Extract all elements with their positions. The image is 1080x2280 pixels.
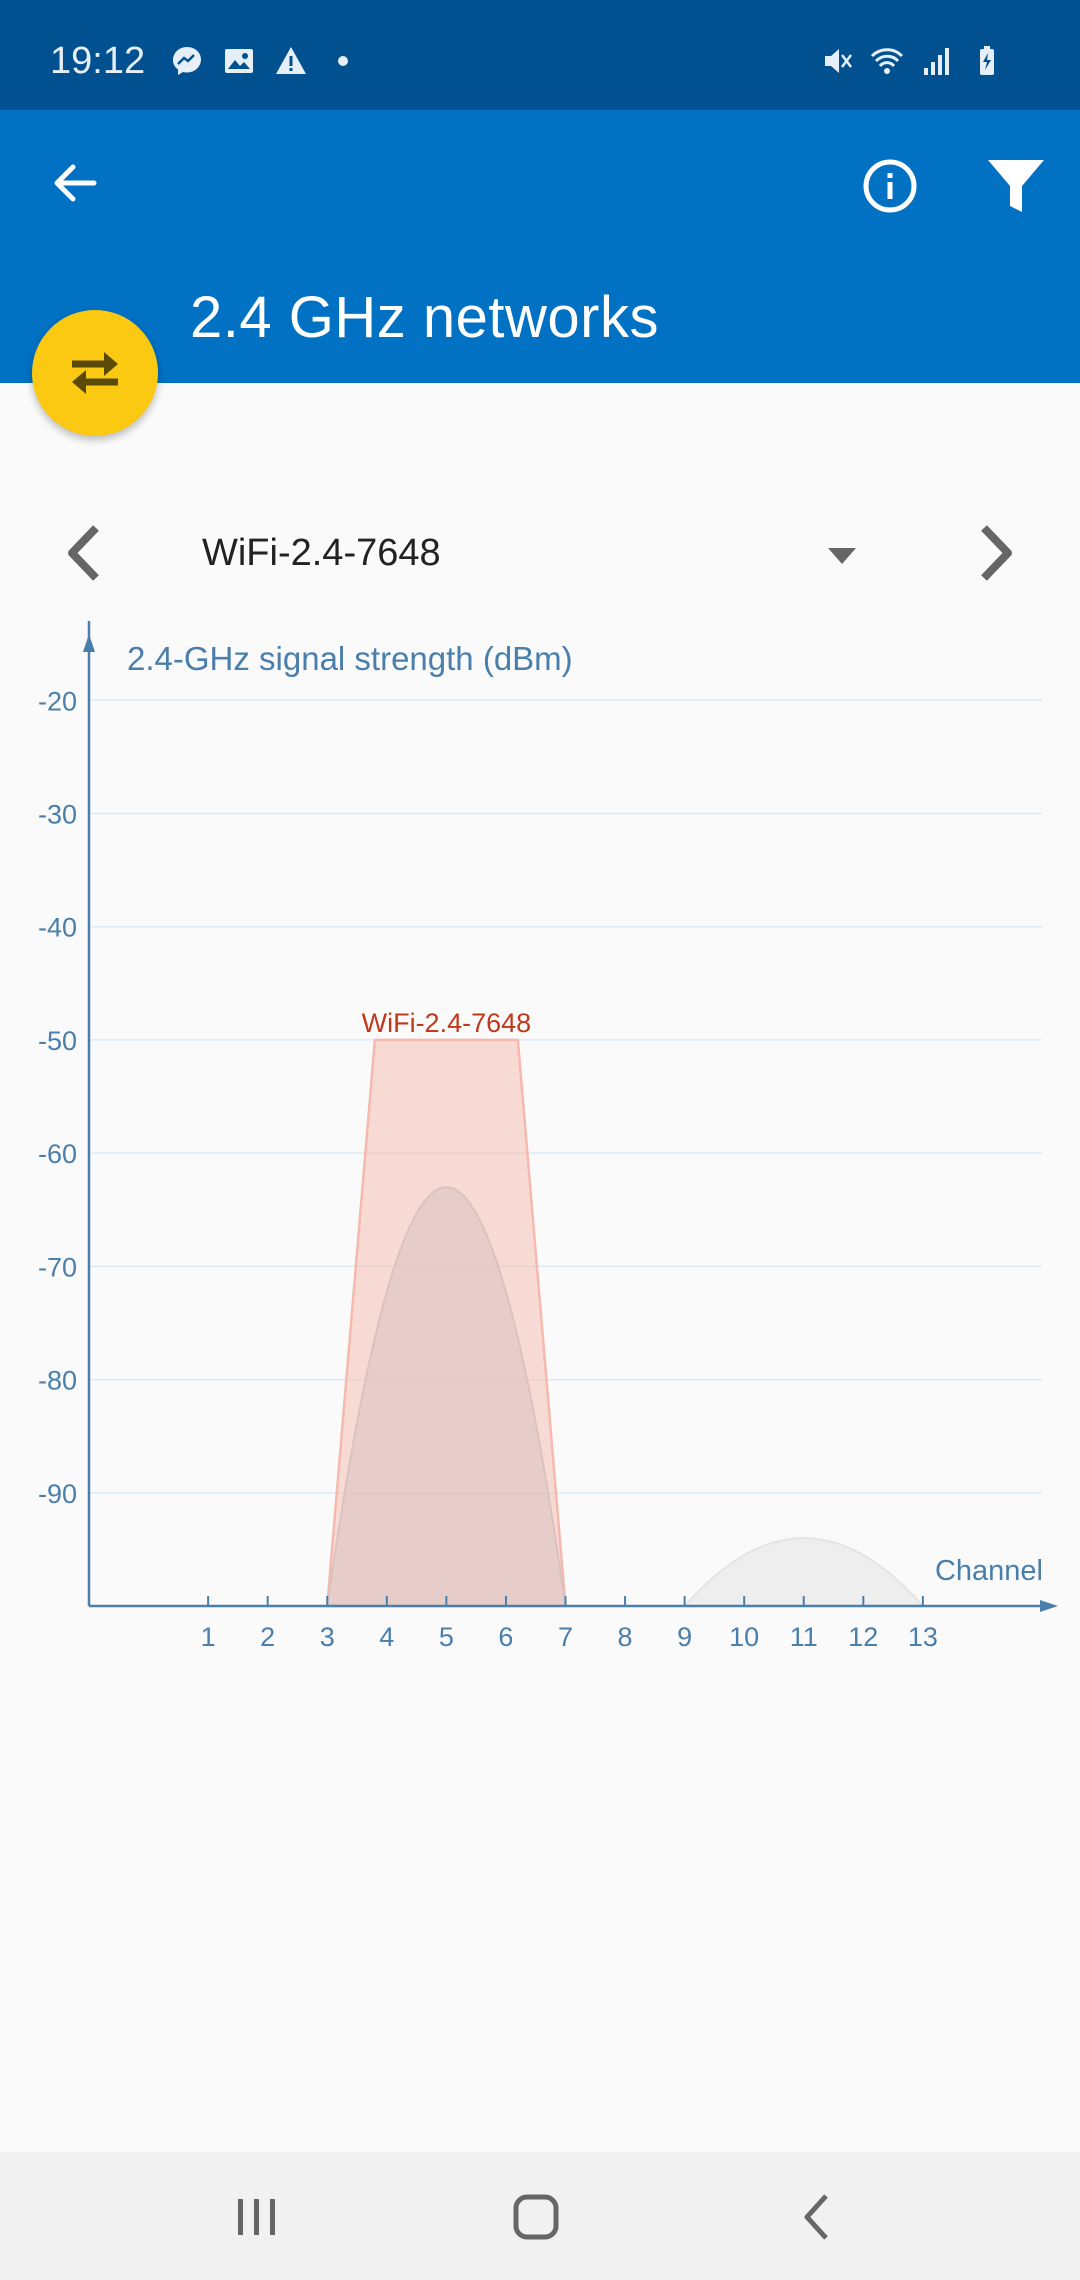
- swap-networks-button[interactable]: [32, 310, 158, 436]
- x-tick-label: 12: [848, 1622, 878, 1652]
- back-icon[interactable]: [784, 2182, 854, 2252]
- home-icon[interactable]: [502, 2182, 572, 2252]
- x-tick-label: 8: [618, 1622, 633, 1652]
- x-tick-label: 6: [498, 1622, 513, 1652]
- system-nav-bar: [0, 2152, 1080, 2280]
- x-tick-label: 4: [379, 1622, 394, 1652]
- x-tick-label: 7: [558, 1622, 573, 1652]
- y-tick-label: -70: [38, 1252, 77, 1282]
- signal-strength-chart: WiFi-2.4-7648 2.4-GHz signal strength (d…: [38, 621, 1058, 1652]
- y-axis-label: 2.4-GHz signal strength (dBm): [127, 640, 573, 677]
- network-signal-label: WiFi-2.4-7648: [362, 1008, 532, 1038]
- chevron-right-icon[interactable]: [958, 518, 1028, 588]
- chevron-left-icon[interactable]: [52, 518, 122, 588]
- network-dropdown[interactable]: WiFi-2.4-7648: [190, 510, 870, 594]
- dropdown-caret-icon: [828, 548, 856, 564]
- y-tick-label: -30: [38, 799, 77, 829]
- network-signal-arc: [326, 1186, 567, 1607]
- y-axis-arrow: [83, 634, 95, 652]
- arrow-left-icon[interactable]: [40, 148, 110, 218]
- swap-arrows-icon: [72, 352, 118, 394]
- x-tick-label: 3: [320, 1622, 335, 1652]
- info-icon[interactable]: [858, 154, 922, 218]
- x-tick-label: 5: [439, 1622, 454, 1652]
- y-tick-label: -80: [38, 1366, 77, 1396]
- status-time: 19:12: [50, 40, 146, 82]
- status-bar: 19:12: [0, 0, 1080, 110]
- x-tick-label: 11: [790, 1622, 818, 1652]
- x-axis-arrow: [1040, 1600, 1058, 1612]
- x-tick-label: 10: [729, 1622, 759, 1652]
- wifi-icon: [870, 48, 904, 74]
- x-axis-label: Channel: [935, 1555, 1043, 1587]
- cell-signal-icon: [924, 48, 949, 75]
- y-tick-label: -40: [38, 913, 77, 943]
- y-tick-label: -50: [38, 1026, 77, 1056]
- app-bar: 2.4 GHz networks: [0, 110, 1080, 383]
- page-title: 2.4 GHz networks: [190, 285, 659, 350]
- mute-icon: [825, 49, 852, 73]
- y-tick-label: -60: [38, 1139, 77, 1169]
- warning-icon: [276, 47, 306, 74]
- x-tick-label: 13: [908, 1622, 938, 1652]
- battery-charging-icon: [980, 46, 994, 75]
- x-tick-label: 2: [260, 1622, 275, 1652]
- network-signal-arc: [682, 1537, 926, 1607]
- dot-icon: [338, 56, 348, 66]
- x-tick-label: 1: [201, 1622, 216, 1652]
- x-tick-label: 9: [677, 1622, 692, 1652]
- filter-icon[interactable]: [984, 154, 1048, 218]
- y-tick-label: -20: [38, 686, 77, 716]
- recents-icon[interactable]: [222, 2182, 292, 2252]
- network-selector-row: WiFi-2.4-7648: [0, 500, 1080, 604]
- messenger-icon: [173, 47, 201, 75]
- y-tick-label: -90: [38, 1479, 77, 1509]
- gallery-icon: [225, 49, 253, 73]
- selected-network: WiFi-2.4-7648: [202, 532, 441, 574]
